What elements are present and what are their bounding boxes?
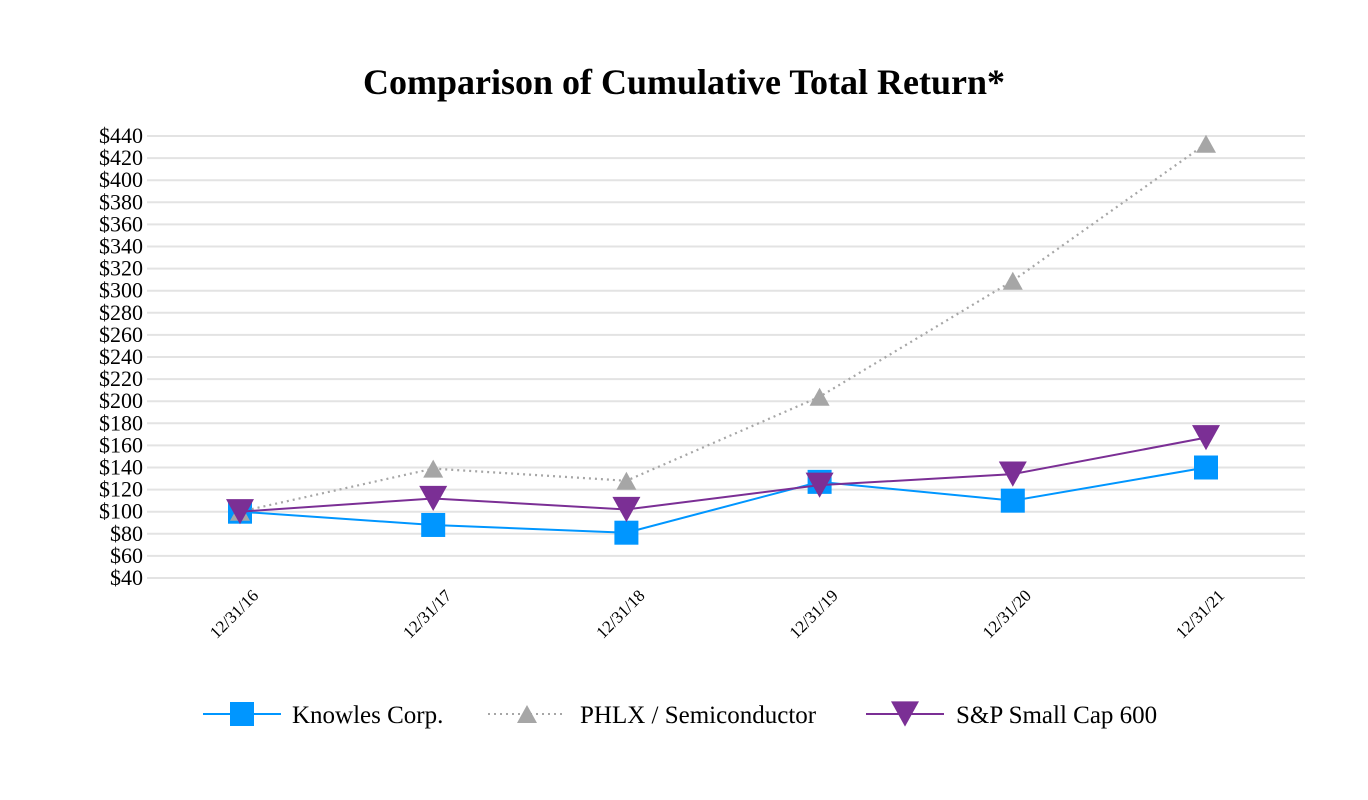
y-tick-label: $140 [99, 455, 143, 480]
x-tick-label: 12/31/18 [592, 586, 648, 642]
data-point [612, 496, 641, 523]
y-axis-ticks: $440$420$400$380$360$340$320$300$280$260… [99, 123, 143, 590]
y-tick-label: $400 [99, 167, 143, 192]
y-tick-label: $40 [110, 565, 143, 590]
y-tick-label: $440 [99, 123, 143, 148]
series-line [239, 436, 1207, 513]
series-phlx-semiconductor [230, 134, 1216, 521]
y-tick-label: $120 [99, 477, 143, 502]
x-tick-label: 12/31/21 [1172, 586, 1228, 642]
series-line [239, 142, 1207, 513]
grid-lines [147, 135, 1305, 579]
x-tick-label: 12/31/16 [206, 586, 262, 642]
data-point [423, 459, 444, 478]
y-tick-label: $300 [99, 278, 143, 303]
x-tick-label: 12/31/20 [979, 586, 1035, 642]
legend-item-s-p-small-cap-600: S&P Small Cap 600 [866, 701, 1157, 729]
series-knowles-corp [228, 455, 1218, 545]
data-point [614, 520, 639, 545]
legend-marker [517, 705, 537, 723]
data-point [226, 499, 254, 525]
y-tick-label: $160 [99, 432, 143, 457]
data-point [421, 512, 446, 537]
legend-label: Knowles Corp. [292, 702, 443, 729]
data-point [1194, 455, 1218, 480]
y-tick-label: $260 [99, 322, 143, 347]
series-s-p-small-cap-600 [226, 425, 1220, 525]
y-tick-label: $420 [99, 145, 143, 170]
y-tick-label: $80 [110, 521, 143, 546]
y-tick-label: $180 [99, 410, 143, 435]
legend-label: PHLX / Semiconductor [580, 702, 817, 729]
legend-item-knowles-corp: Knowles Corp. [203, 702, 443, 729]
legend-marker [891, 701, 919, 727]
series-line [239, 466, 1207, 534]
y-tick-label: $280 [99, 300, 143, 325]
legend-marker [230, 702, 254, 726]
legend-label: S&P Small Cap 600 [956, 702, 1157, 729]
data-point [616, 471, 637, 490]
y-tick-label: $360 [99, 211, 143, 236]
data-point [1000, 488, 1025, 513]
data-point [1196, 134, 1216, 153]
data-point [809, 387, 830, 406]
x-tick-label: 12/31/19 [786, 586, 842, 642]
chart-title: Comparison of Cumulative Total Return* [363, 62, 1005, 102]
y-tick-label: $320 [99, 256, 143, 281]
y-tick-label: $60 [110, 543, 143, 568]
y-tick-label: $380 [99, 189, 143, 214]
y-tick-label: $200 [99, 388, 143, 413]
data-point [1192, 425, 1220, 451]
data-point [419, 485, 448, 512]
y-tick-label: $340 [99, 234, 143, 259]
y-tick-label: $240 [99, 344, 143, 369]
y-tick-label: $220 [99, 366, 143, 391]
legend-item-phlx-semiconductor: PHLX / Semiconductor [488, 702, 817, 729]
x-axis-ticks: 12/31/16 12/31/17 12/31/18 12/31/19 12/31/20… [206, 586, 1228, 643]
y-tick-label: $100 [99, 499, 143, 524]
data-point [1002, 271, 1023, 290]
series-layer [226, 134, 1220, 545]
x-tick-label: 12/31/17 [399, 586, 456, 643]
data-point [805, 472, 834, 498]
data-point [998, 461, 1027, 487]
legend: Knowles Corp. PHLX / Semiconductor S&P Sma… [203, 701, 1157, 729]
